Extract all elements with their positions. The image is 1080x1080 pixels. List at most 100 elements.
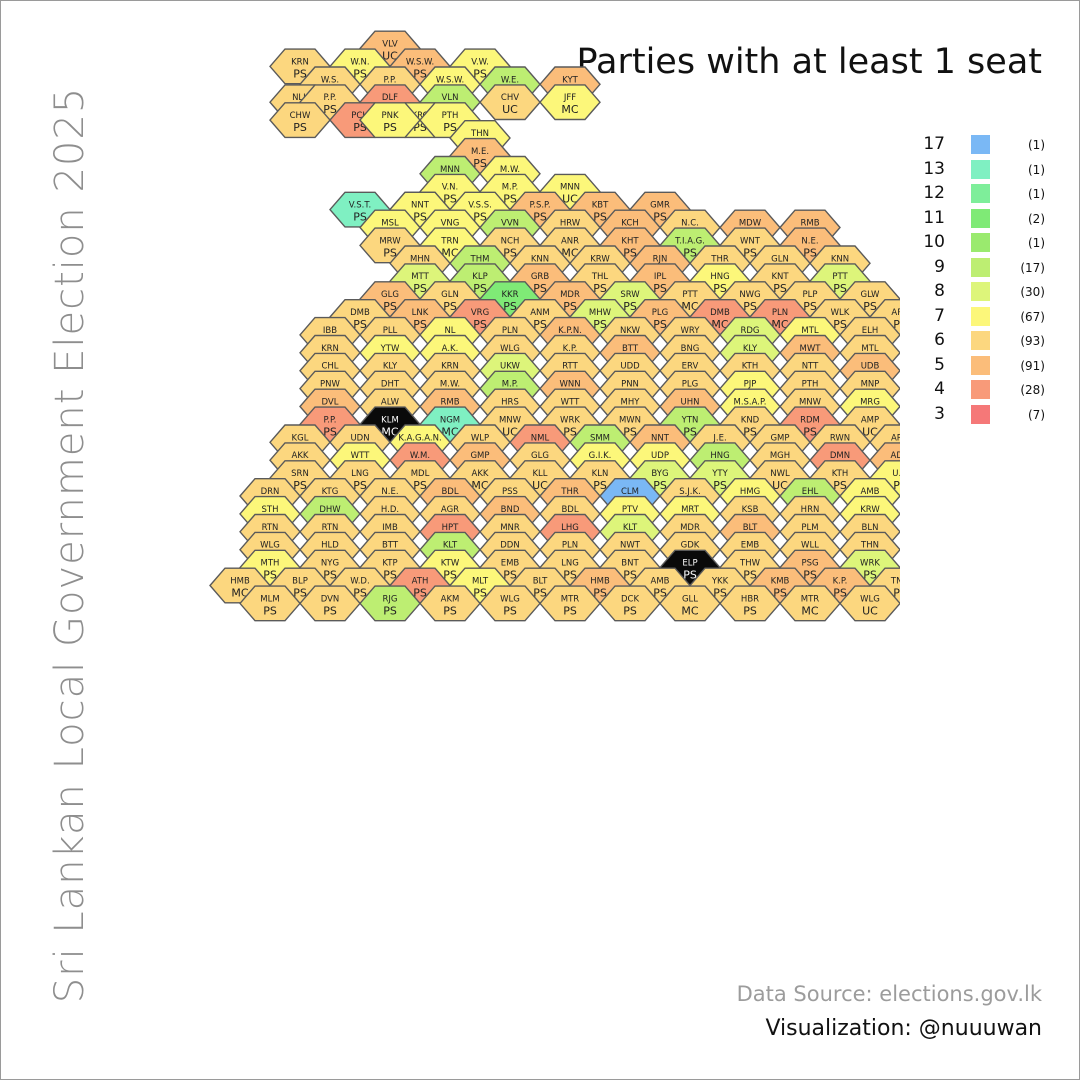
- hex-region-code: BNG: [681, 344, 700, 354]
- hex-region-code: WLG: [860, 594, 880, 604]
- hex-region-code: NTT: [802, 362, 819, 372]
- hex-region-type: MC: [441, 425, 458, 438]
- hex-region-type: PS: [383, 300, 397, 313]
- hex-region-code: UHN: [681, 398, 700, 408]
- hex-region-code: GLN: [771, 254, 789, 264]
- hex-region-type: PS: [743, 300, 757, 313]
- hex-region-type: UC: [382, 50, 398, 63]
- hex-region-code: KND: [741, 415, 760, 425]
- hex-region-code: EMB: [501, 559, 520, 569]
- hex-region-code: WLG: [500, 344, 520, 354]
- hex-region-code: HRS: [501, 398, 519, 408]
- hex-region-code: VLN: [442, 93, 459, 103]
- hex-region-code: W.E.: [501, 75, 519, 85]
- hex-region-code: RDM: [800, 415, 820, 425]
- legend-count: (67): [1020, 309, 1045, 324]
- legend-count: (2): [1028, 211, 1045, 226]
- legend-row: 10 (1): [905, 230, 1055, 255]
- hex-region-code: VLV: [382, 40, 398, 50]
- hex-region-code: SRN: [291, 469, 309, 479]
- hex-region-type: MC: [681, 300, 698, 313]
- hex-region-code: SRW: [620, 290, 640, 300]
- hex-region-code: AMP: [861, 415, 879, 425]
- hex-region-code: MRW: [379, 236, 401, 246]
- hex-region-type: PS: [773, 282, 787, 295]
- hex-region-code: MNW: [499, 415, 522, 425]
- legend-swatch: [971, 135, 990, 154]
- hex-region-code: PJP: [744, 380, 757, 390]
- hex-region-type: PS: [383, 121, 397, 134]
- hex-region-code: MNN: [440, 165, 460, 175]
- hex-region-code: H.D.: [381, 505, 399, 515]
- hex-region-code: THM: [470, 254, 490, 264]
- hex-region-code: RTT: [562, 362, 578, 372]
- legend-row: 13 (1): [905, 157, 1055, 182]
- hex-region-code: PLM: [801, 523, 818, 533]
- hex-region-code: ELP: [682, 559, 697, 569]
- hex-region-code: TNG: [890, 577, 900, 587]
- hex-region-code: PNN: [621, 380, 639, 390]
- hex-region-code: KNT: [771, 272, 789, 282]
- hex-region-code: PTH: [802, 380, 819, 390]
- legend-count: (91): [1020, 358, 1045, 373]
- hex-region-code: UDN: [350, 433, 369, 443]
- hex-region-code: BLT: [743, 523, 758, 533]
- hex-region-code: KKR: [501, 290, 518, 300]
- hex-region-code: ATH: [412, 577, 429, 587]
- hex-region-code: CHL: [321, 362, 338, 372]
- hex-region-type: PS: [413, 318, 427, 331]
- hex-region-type: PS: [323, 604, 337, 617]
- legend-count: (93): [1020, 334, 1045, 348]
- hex-region-code: ARC: [891, 308, 900, 318]
- hex-region-type: PS: [563, 604, 577, 617]
- hex-region-code: RJG: [383, 594, 398, 604]
- hex-region-code: BLN: [862, 523, 879, 533]
- hex-region-code: THW: [739, 559, 761, 569]
- hex-region-code: HMG: [740, 487, 760, 497]
- hex-region-type: PS: [293, 479, 307, 492]
- hex-region-type: PS: [323, 569, 337, 582]
- hex-region-type: MC: [681, 604, 698, 617]
- hex-region-type: PS: [353, 479, 367, 492]
- legend-swatch: [971, 282, 990, 301]
- legend-value: 7: [934, 305, 945, 326]
- hex-region-type: PS: [653, 282, 667, 295]
- hex-region-type: PS: [833, 282, 847, 295]
- hex-region-code: ERV: [682, 362, 699, 372]
- hex-region-code: YTY: [711, 469, 728, 479]
- hex-region-code: MGH: [770, 451, 790, 461]
- hex-region-code: UKW: [500, 362, 520, 372]
- hex-region-code: HMB: [230, 577, 250, 587]
- hex-region-type: PS: [743, 246, 757, 259]
- hex-region-code: IMB: [382, 523, 398, 533]
- hex-region-code: MNN: [560, 183, 580, 193]
- hex-region-code: EHL: [802, 487, 819, 497]
- hex-region-type: PS: [413, 587, 427, 600]
- hex-region-code: KNN: [531, 254, 549, 264]
- legend-value: 4: [934, 379, 945, 399]
- hex-region-code: KLN: [592, 469, 609, 479]
- legend-swatch: [971, 184, 990, 203]
- hex-region-type: PS: [353, 67, 367, 80]
- hex-region-code: MWN: [619, 415, 641, 425]
- hex-region-code: ALW: [381, 398, 400, 408]
- hex-region-code: WTT: [351, 451, 370, 461]
- hex-region-code: KSB: [742, 505, 759, 515]
- hex-region-code: DCK: [621, 594, 639, 604]
- hex-cell: [539, 84, 601, 121]
- hex-region-type: PS: [593, 318, 607, 331]
- legend-value: 11: [923, 207, 945, 228]
- hex-region-code: DVN: [321, 594, 340, 604]
- hex-region-code: KLM: [381, 415, 399, 425]
- hex-region-code: MTT: [411, 272, 429, 282]
- hex-region-code: WRK: [560, 415, 580, 425]
- hex-region-code: KRW: [590, 254, 610, 264]
- hex-region-type: PS: [263, 604, 277, 617]
- hex-region-code: HMB: [590, 577, 610, 587]
- hex-region-type: PS: [803, 246, 817, 259]
- legend-row: 5 (91): [905, 353, 1055, 378]
- hex-region-code: GMP: [470, 451, 489, 461]
- hex-region-code: K.P.: [563, 344, 578, 354]
- hex-region-code: K.P.: [833, 577, 848, 587]
